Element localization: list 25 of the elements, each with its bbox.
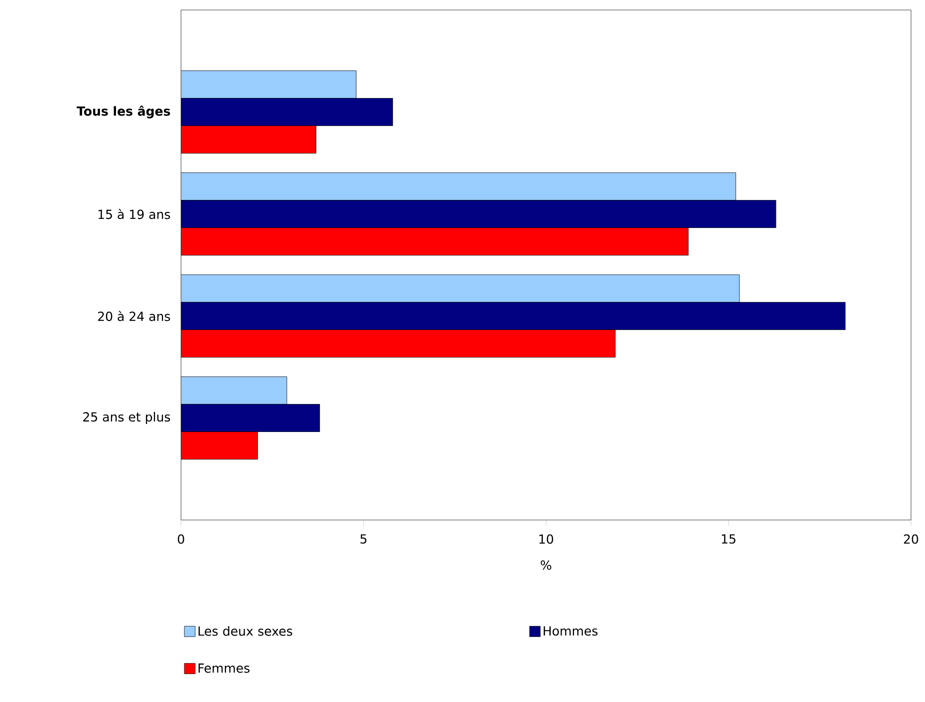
bar <box>181 200 776 228</box>
bar <box>181 70 356 98</box>
bar <box>181 98 393 126</box>
legend-label: Les deux sexes <box>198 626 292 636</box>
x-axis-title: % <box>540 560 552 570</box>
y-tick-label: Tous les âges <box>76 106 170 118</box>
x-tick-label: 5 <box>360 534 366 544</box>
bar <box>181 172 736 200</box>
bar <box>181 228 689 256</box>
legend-label: Hommes <box>544 626 598 636</box>
x-tick-label: 0 <box>178 534 184 544</box>
y-tick-label: 20 à 24 ans <box>98 310 170 322</box>
x-tick-label: 15 <box>722 534 736 544</box>
legend-label: Femmes <box>198 664 250 673</box>
x-tick-label: 20 <box>904 534 918 544</box>
x-tick-label: 10 <box>539 534 554 544</box>
bar <box>181 432 258 460</box>
bar <box>181 404 320 432</box>
bar <box>181 376 288 404</box>
y-tick-label: 25 ans et plus <box>83 412 170 424</box>
bar <box>181 274 740 302</box>
bar <box>181 302 846 330</box>
bar <box>181 330 616 358</box>
y-tick-label: 15 à 19 ans <box>98 208 170 220</box>
bar <box>181 126 316 154</box>
